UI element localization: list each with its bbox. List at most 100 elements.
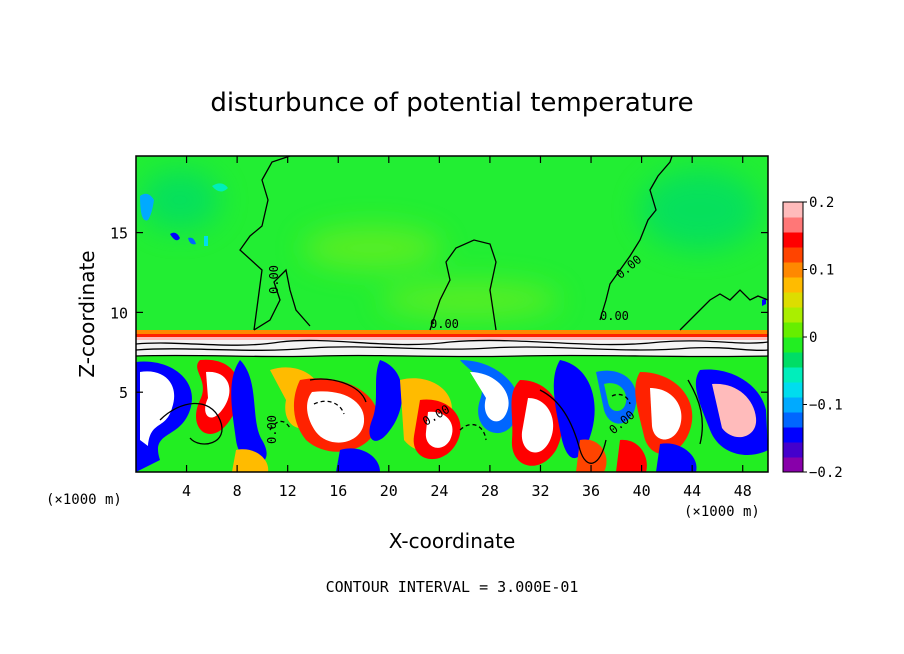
patch	[204, 236, 208, 246]
colorbar-swatch	[783, 397, 803, 413]
x-tick-label: 20	[380, 482, 398, 500]
colorbar-swatch	[783, 337, 803, 353]
x-axis-label: X-coordinate	[389, 529, 516, 553]
shade-patch	[302, 226, 442, 270]
y-axis-label: Z-coordinate	[75, 250, 99, 377]
contour	[159, 402, 223, 445]
contour-lines	[136, 156, 768, 464]
colorbar-swatch	[783, 307, 803, 323]
colorbar-swatch	[783, 202, 803, 218]
contour	[313, 400, 345, 415]
x-axis: 4 8 12 16 20 24 28 32 36 40 44 48	[182, 156, 752, 500]
y-axis: 5 10 15	[110, 225, 768, 402]
contour	[539, 389, 607, 464]
contour-label: 0.00	[267, 265, 281, 294]
colorbar-swatch	[783, 442, 803, 458]
y-tick-label: 15	[110, 225, 128, 243]
colorbar-swatch	[783, 427, 803, 443]
y-tick-label: 10	[110, 304, 128, 322]
patch	[170, 232, 180, 241]
contour	[687, 379, 703, 445]
x-tick-label: 40	[633, 482, 651, 500]
contour-interval-note: CONTOUR INTERVAL = 3.000E-01	[326, 578, 579, 596]
contour	[136, 339, 768, 346]
contour-label: 0.00	[265, 415, 279, 444]
patch	[188, 237, 196, 245]
eddy	[604, 383, 627, 411]
cold-patches	[140, 183, 766, 306]
patch	[212, 183, 228, 192]
eddy	[470, 372, 509, 422]
upper-shading	[140, 170, 760, 318]
contour	[136, 346, 768, 352]
x-tick-label: 28	[481, 482, 499, 500]
eddy	[650, 388, 682, 440]
colorbar-tick-label: 0	[809, 330, 817, 346]
contour	[429, 239, 497, 331]
eddy	[521, 398, 554, 453]
colorbar-swatch	[783, 412, 803, 428]
eddy	[425, 411, 453, 448]
colorbar-swatch	[783, 352, 803, 368]
colorbar-tick-label: −0.2	[809, 465, 843, 481]
colorbar-tick-label: 0.2	[809, 195, 834, 211]
colorbar-swatch	[783, 217, 803, 233]
colorbar-tick-label: −0.1	[809, 398, 843, 414]
shade-patch	[140, 170, 220, 230]
shade-patch	[380, 282, 560, 318]
colorbar-swatch	[783, 262, 803, 278]
contour-label: 0.00	[600, 309, 629, 323]
colorbar-swatch	[783, 247, 803, 263]
contour	[599, 156, 673, 321]
contour-label: 0.00	[430, 317, 459, 331]
eddy	[656, 443, 697, 472]
x-tick-label: 8	[233, 482, 242, 500]
eddy	[336, 448, 380, 472]
eddy	[576, 439, 607, 472]
eddy	[231, 360, 267, 464]
x-tick-label: 48	[734, 482, 752, 500]
x-unit-left: (×1000 m)	[46, 492, 122, 508]
eddy	[140, 371, 175, 446]
shade-patch	[640, 170, 760, 250]
colorbar-swatch	[783, 457, 803, 473]
eddy	[307, 391, 365, 443]
eddy	[232, 449, 269, 472]
colorbar-swatch	[783, 292, 803, 308]
colorbar: 0.2 0.1 0 −0.1 −0.2	[782, 195, 843, 481]
contour	[253, 268, 311, 331]
contour	[459, 423, 487, 441]
x-tick-label: 16	[329, 482, 347, 500]
plot-frame	[135, 155, 769, 473]
colorbar-swatch	[783, 382, 803, 398]
eddy	[369, 360, 403, 441]
band-warm	[136, 330, 768, 334]
turbulent-eddies	[136, 359, 768, 472]
x-tick-label: 44	[683, 482, 701, 500]
x-unit-right: (×1000 m)	[684, 504, 760, 520]
contour	[239, 156, 291, 331]
eddy	[712, 383, 757, 438]
eddy	[553, 360, 595, 459]
x-tick-label: 12	[279, 482, 297, 500]
contour	[679, 289, 768, 331]
chart-title: disturbunce of potential temperature	[210, 88, 693, 118]
band-hot	[136, 334, 768, 337]
x-tick-label: 32	[531, 482, 549, 500]
x-tick-label: 4	[182, 482, 191, 500]
eddy	[616, 439, 647, 472]
contour	[611, 393, 631, 405]
eddy	[205, 371, 230, 418]
plot-area: 0.00 0.00 0.00 0.00 0.00 0.00 0.00	[136, 156, 768, 472]
colorbar-tick-label: 0.1	[809, 263, 834, 279]
y-tick-label: 5	[119, 384, 128, 402]
contour	[269, 420, 291, 431]
colorbar-swatch	[783, 367, 803, 383]
patch	[140, 193, 154, 221]
band-light	[136, 337, 768, 340]
patch	[762, 298, 766, 306]
colorbar-swatch	[783, 322, 803, 338]
x-tick-label: 36	[582, 482, 600, 500]
contour	[309, 378, 367, 403]
